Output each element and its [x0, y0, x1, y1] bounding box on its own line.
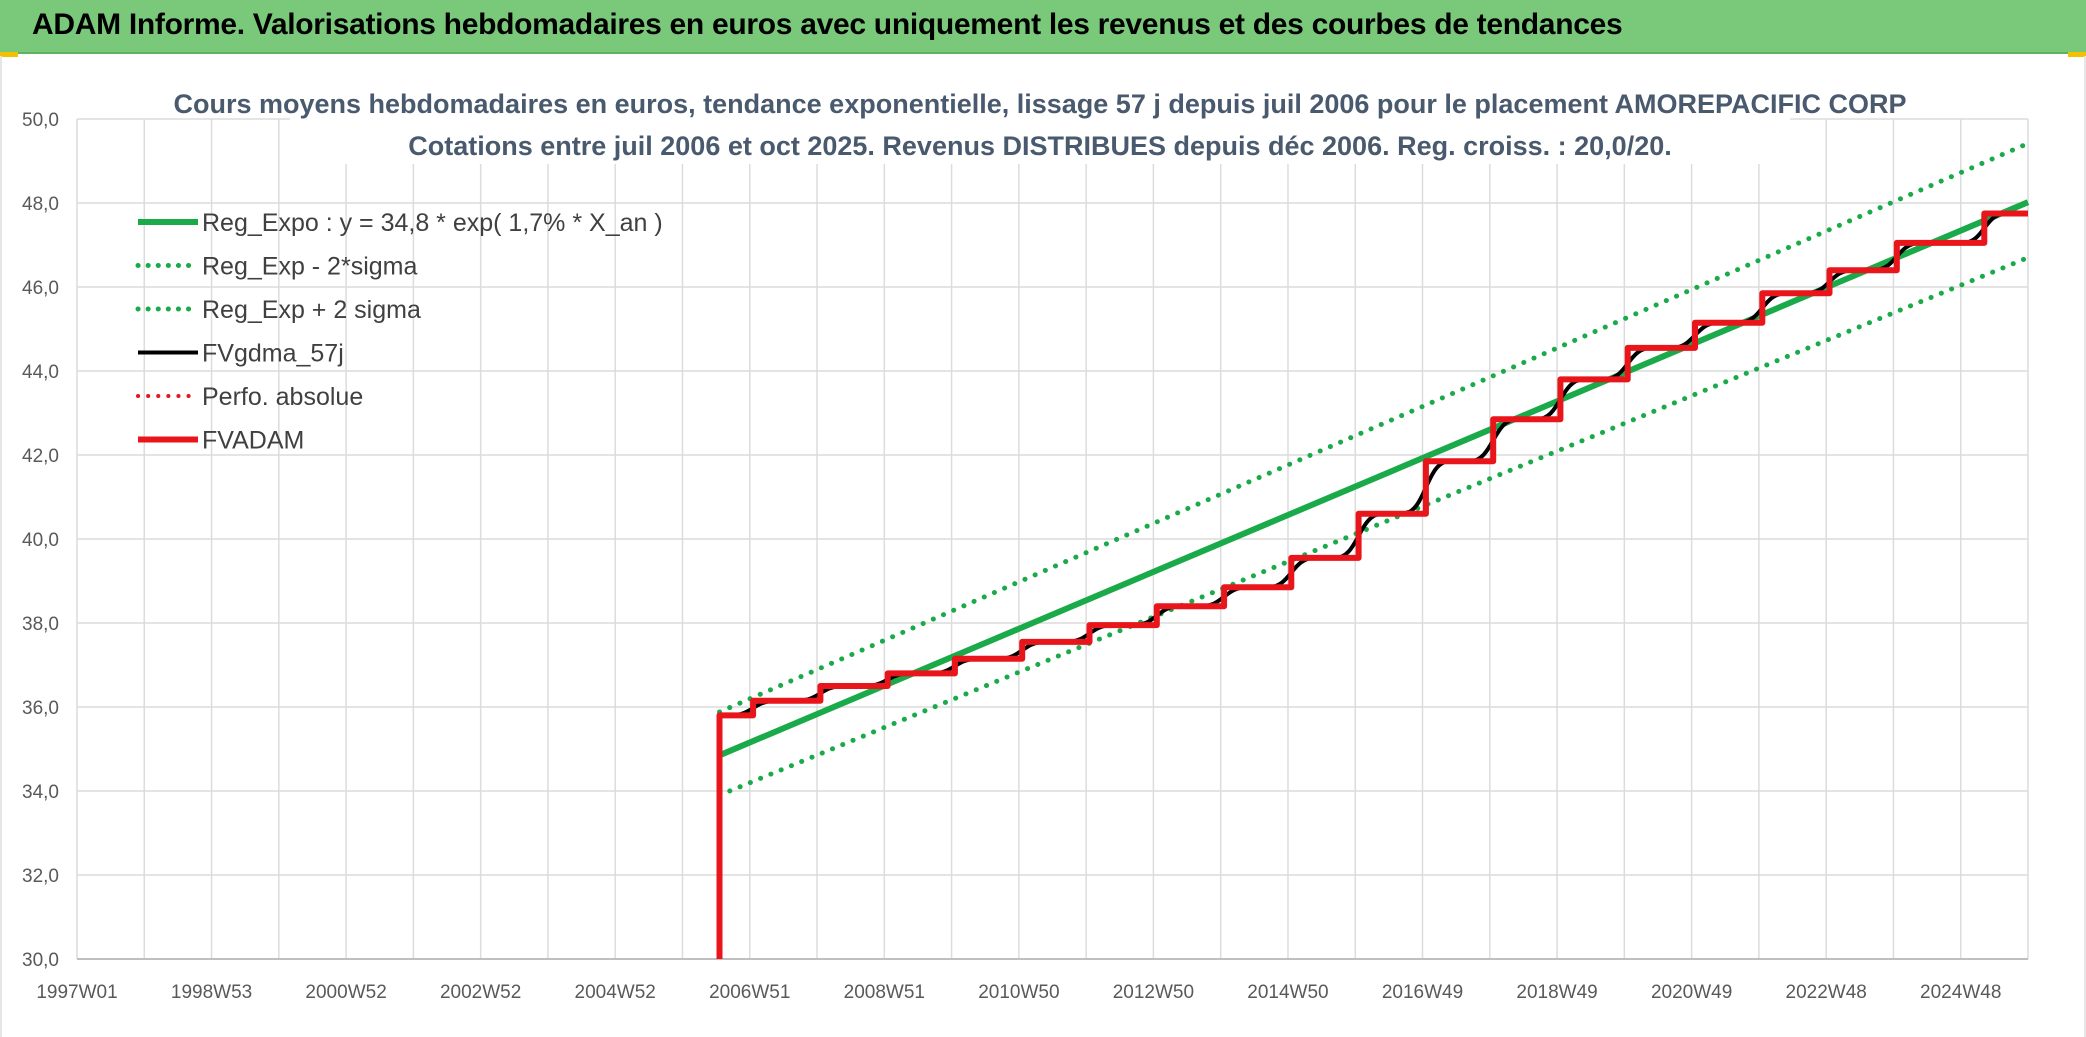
chart-frame	[0, 56, 2086, 1037]
y-tick-label: 36,0	[22, 698, 59, 719]
y-tick-label: 44,0	[22, 362, 59, 383]
x-tick-label: 2016W49	[1382, 982, 1463, 1003]
x-tick-label: 1998W53	[171, 982, 252, 1003]
y-tick-label: 50,0	[22, 110, 59, 131]
legend: Reg_Expo : y = 34,8 * exp( 1,7% * X_an )…	[135, 209, 663, 455]
chart-title-line-1: Cours moyens hebdomadaires en euros, ten…	[174, 89, 1907, 119]
x-tick-label: 2010W50	[978, 982, 1059, 1003]
legend-label: FVgdma_57j	[202, 340, 344, 368]
legend-label: Reg_Expo : y = 34,8 * exp( 1,7% * X_an )	[202, 209, 663, 237]
legend-label: Perfo. absolue	[202, 383, 363, 411]
series-line-reg-exp	[717, 140, 2031, 715]
y-tick-label: 40,0	[22, 530, 59, 551]
chart-title-background	[290, 82, 1790, 164]
x-tick-label: 2000W52	[305, 982, 386, 1003]
y-tick-label: 48,0	[22, 194, 59, 215]
legend-label: Reg_Exp + 2 sigma	[202, 296, 421, 324]
x-tick-label: 2014W50	[1247, 982, 1328, 1003]
x-tick-label: 2020W49	[1651, 982, 1732, 1003]
y-tick-label: 30,0	[22, 950, 59, 971]
x-tick-label: 2022W48	[1786, 982, 1867, 1003]
y-tick-label: 38,0	[22, 614, 59, 635]
legend-label: Reg_Exp - 2*sigma	[202, 253, 417, 281]
grid-lines	[76, 118, 2029, 960]
x-tick-label: 2006W51	[709, 982, 790, 1003]
series-line-fvadam	[716, 210, 2028, 959]
corner-mark-left	[0, 52, 18, 57]
x-tick-label: 2004W52	[575, 982, 656, 1003]
report-title: ADAM Informe. Valorisations hebdomadaire…	[32, 8, 1623, 41]
legend-label: FVADAM	[202, 427, 304, 455]
series-line-reg-exp	[717, 255, 2031, 798]
chart-title: Cours moyens hebdomadaires en euros, ten…	[174, 82, 1907, 164]
y-tick-label: 42,0	[22, 446, 59, 467]
x-tick-label: 1997W01	[36, 982, 117, 1003]
corner-mark-right	[2068, 52, 2086, 57]
y-tick-label: 34,0	[22, 782, 59, 803]
chart-title-line-2: Cotations entre juil 2006 et oct 2025. R…	[408, 131, 1671, 161]
x-tick-label: 2008W51	[844, 982, 925, 1003]
report-banner: ADAM Informe. Valorisations hebdomadaire…	[0, 0, 2086, 54]
axis-tick-labels: 30,0 32,0 34,0 36,0 38,0 40,0 42,0 44,0 46,0 48,0…	[22, 110, 2001, 1003]
x-tick-label: 2012W50	[1113, 982, 1194, 1003]
x-tick-label: 2018W49	[1516, 982, 1597, 1003]
series-lines	[716, 140, 2031, 959]
y-tick-label: 32,0	[22, 866, 59, 887]
x-tick-label: 2002W52	[440, 982, 521, 1003]
y-tick-label: 46,0	[22, 278, 59, 299]
x-tick-label: 2024W48	[1920, 982, 2001, 1003]
